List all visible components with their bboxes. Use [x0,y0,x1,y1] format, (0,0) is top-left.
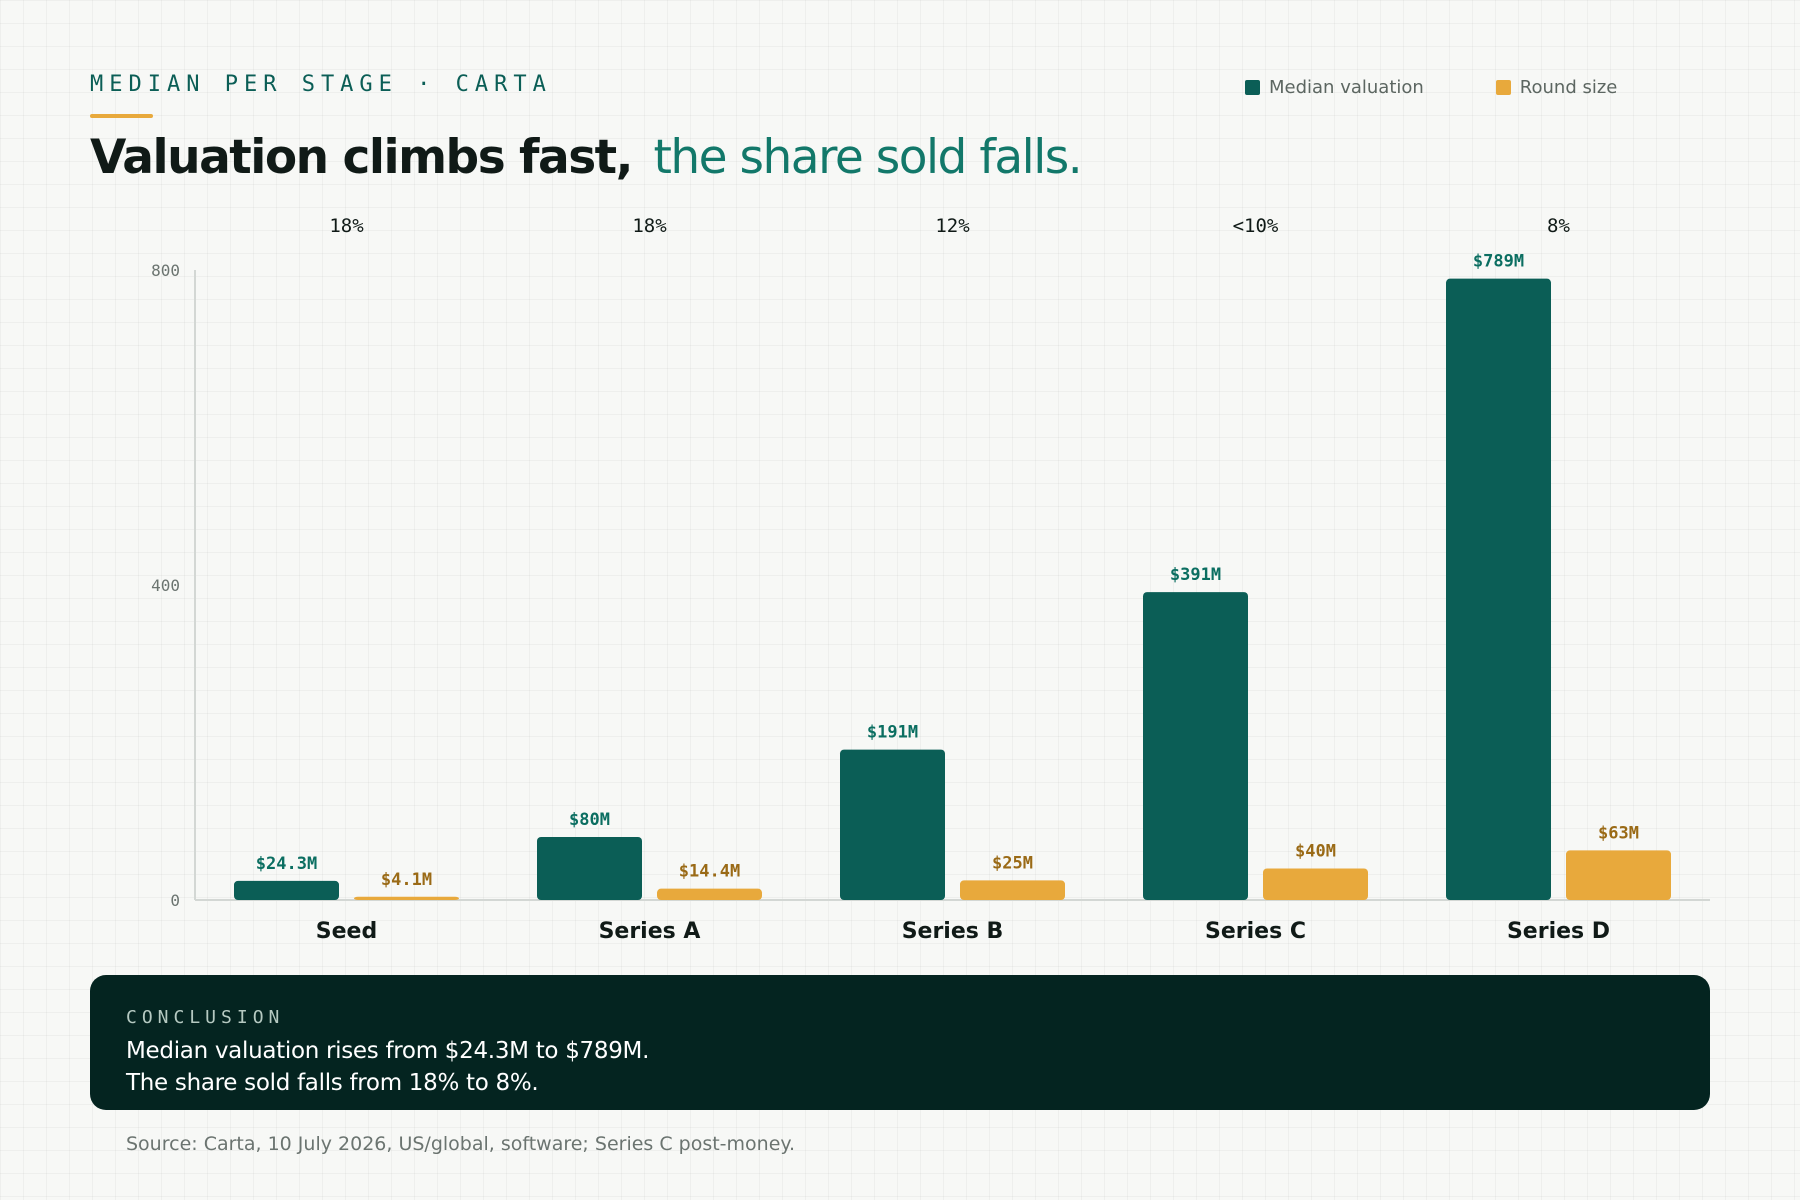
share-sold-label: 8% [1547,215,1570,237]
round-size-bar [1566,850,1671,900]
round-size-bar [1263,868,1368,900]
round-size-data-label: $25M [992,853,1033,873]
round-size-data-label: $4.1M [381,870,432,890]
round-size-data-label: $14.4M [679,862,740,882]
legend-swatch-valuation [1245,80,1260,95]
conclusion-line-2: The share sold falls from 18% to 8%. [126,1070,539,1096]
share-sold-label: 12% [935,215,970,237]
x-category-label: Series B [902,919,1004,944]
x-category-label: Seed [316,919,377,944]
bar-chart: 0 400 800 18% $24.3M $4.1M Seed 18% $80M $14.4M Se… [151,215,1710,944]
round-size-bar [657,888,762,900]
valuation-bar [537,837,642,900]
valuation-data-label: $80M [569,810,610,830]
share-sold-label: 18% [329,215,364,237]
valuation-data-label: $191M [867,723,918,743]
legend-item-valuation: Median valuation [1245,77,1424,98]
conclusion-label: CONCLUSION [126,1007,285,1028]
valuation-data-label: $789M [1473,252,1524,272]
share-sold-label: 18% [632,215,667,237]
headline-accent: the share sold falls. [653,130,1082,185]
valuation-bar [234,880,339,900]
x-category-label: Series D [1507,919,1610,944]
x-category-label: Series A [599,919,701,944]
headline-main: Valuation climbs fast, [90,130,634,185]
round-size-data-label: $63M [1598,823,1639,843]
valuation-data-label: $391M [1170,565,1221,585]
round-size-bar [354,896,459,900]
legend-swatch-round-size [1495,80,1511,95]
legend-label-round-size: Round size [1519,77,1618,98]
source-note: Source: Carta, 10 July 2026, US/global, … [126,1133,795,1155]
round-size-bar [960,880,1065,900]
conclusion-line-1: Median valuation rises from $24.3M to $7… [126,1038,650,1064]
legend-item-round-size: Round size [1495,77,1618,98]
conclusion-panel: CONCLUSION Median valuation rises from $… [90,975,1710,1110]
valuation-bar [1446,278,1551,901]
x-category-label: Series C [1205,919,1306,944]
y-tick-label: 0 [170,891,180,910]
legend-label-valuation: Median valuation [1269,77,1424,98]
y-tick-label: 800 [151,261,180,280]
y-tick-label: 400 [151,576,180,595]
valuation-data-label: $24.3M [256,854,317,874]
eyebrow-underline [90,114,153,118]
chart-legend: Median valuation Round size [1245,77,1617,98]
valuation-bar [840,749,945,900]
round-size-data-label: $40M [1295,842,1336,862]
valuation-bar [1143,592,1248,900]
chart-headline: Valuation climbs fast, the share sold fa… [90,130,1083,185]
chart-eyebrow: MEDIAN PER STAGE · CARTA [90,72,552,97]
share-sold-label: <10% [1233,215,1279,237]
